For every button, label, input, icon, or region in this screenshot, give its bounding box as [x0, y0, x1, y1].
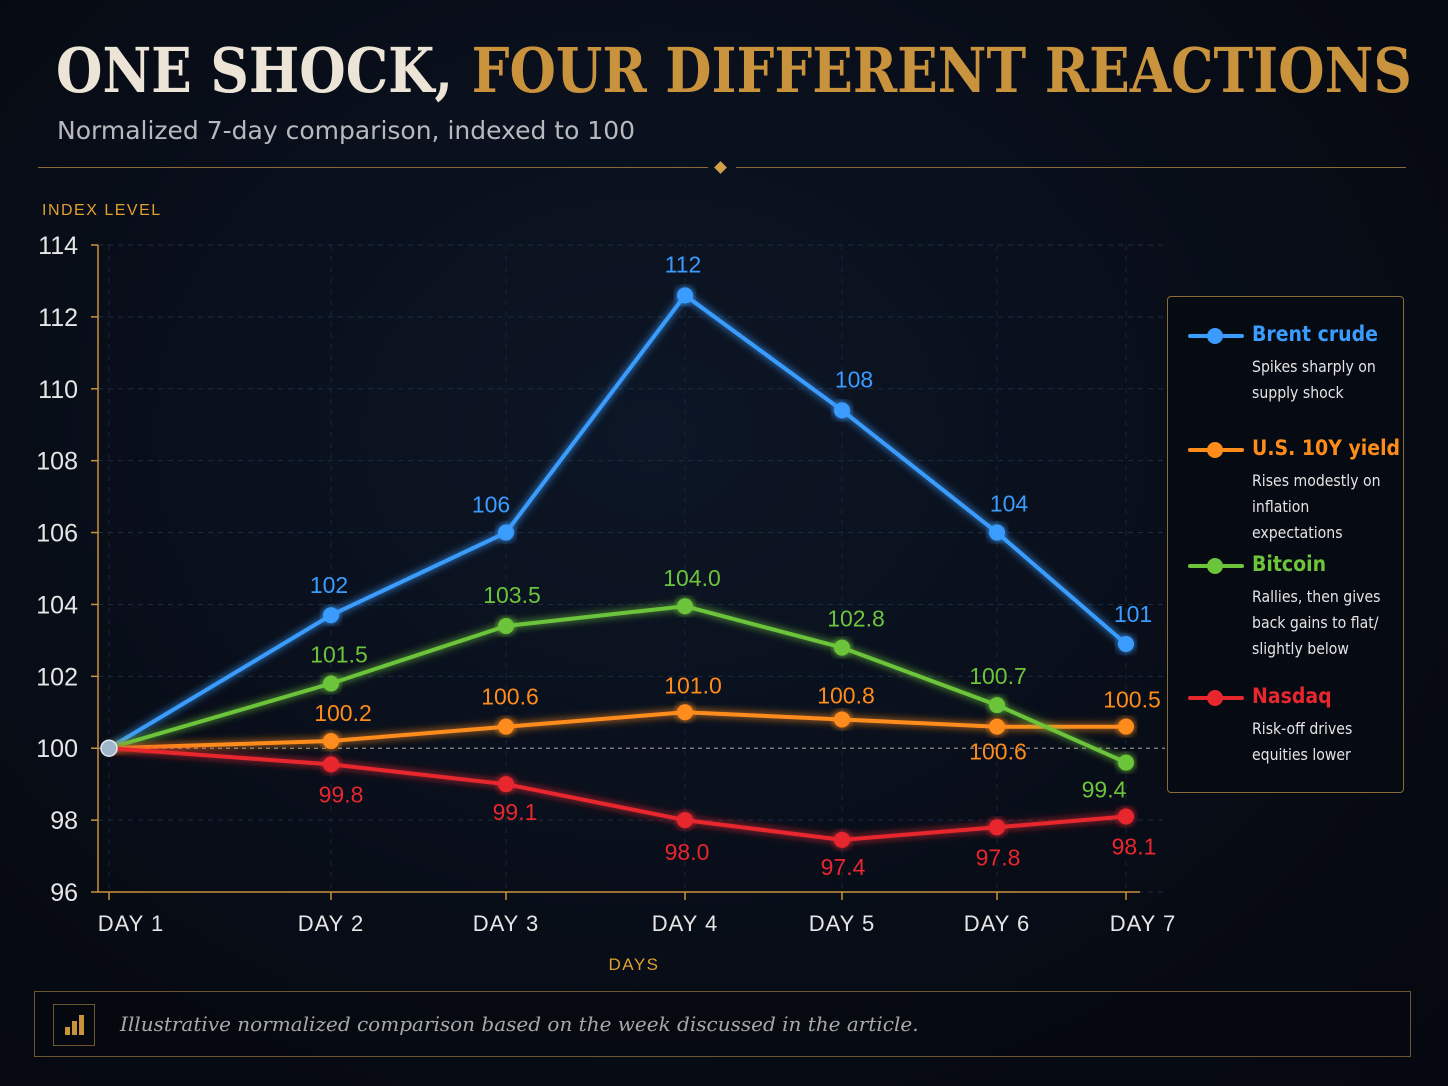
x-tick-label: DAY 2	[298, 911, 365, 936]
y-tick-label: 96	[50, 879, 78, 907]
data-point-nasdaq	[1118, 808, 1134, 825]
data-label-nasdaq: 99.8	[319, 781, 364, 807]
legend-series-description: Rallies, then gives back gains to flat/ …	[1252, 587, 1381, 658]
y-tick-label: 108	[36, 448, 78, 476]
footer-note: Illustrative normalized comparison based…	[120, 1012, 919, 1036]
data-point-yield	[989, 718, 1005, 735]
data-label-brent: 102	[310, 572, 348, 598]
y-tick-label: 104	[36, 591, 78, 619]
y-tick-label: 106	[36, 520, 78, 548]
data-point-yield	[498, 718, 514, 735]
data-point-nasdaq	[498, 776, 514, 793]
data-label-nasdaq: 97.4	[821, 854, 866, 880]
data-point-origin	[100, 739, 118, 757]
data-point-brent	[989, 524, 1005, 541]
data-point-bitcoin	[834, 639, 850, 656]
data-label-brent: 112	[665, 251, 702, 277]
data-point-bitcoin	[677, 598, 693, 615]
data-point-nasdaq	[677, 812, 693, 829]
data-label-yield: 100.6	[481, 684, 539, 710]
data-label-bitcoin: 100.7	[969, 663, 1027, 689]
legend-series-name: Brent crude	[1252, 322, 1378, 346]
data-point-bitcoin	[498, 618, 514, 635]
chart-data-labels: 102 106 112 108 104 101 100.2 100.6 101.0 100.8 10…	[310, 251, 1161, 880]
data-label-bitcoin: 104.0	[663, 565, 721, 591]
legend-series-name: Bitcoin	[1252, 552, 1327, 576]
title-part-2: FOUR DIFFERENT REACTIONS	[471, 34, 1412, 107]
x-tick-label: DAY 3	[473, 911, 540, 936]
x-tick-label: DAY 5	[809, 911, 876, 936]
chart-grid	[98, 244, 1165, 893]
data-point-yield	[677, 704, 693, 721]
chart-axes: 96 98 100 102 104 106 108 110 112 114 DAY 1 DAY 2 DA…	[36, 202, 1177, 974]
y-tick-label: 98	[50, 807, 78, 835]
data-point-nasdaq	[323, 756, 339, 773]
data-label-bitcoin: 103.5	[483, 582, 541, 608]
data-point-brent	[498, 524, 514, 541]
data-point-bitcoin	[323, 675, 339, 692]
data-label-brent: 108	[835, 366, 873, 392]
chart-series	[100, 287, 1134, 848]
data-label-nasdaq: 97.8	[976, 844, 1021, 870]
data-point-nasdaq	[989, 819, 1005, 836]
data-label-bitcoin: 101.5	[310, 642, 368, 668]
title-part-1: ONE SHOCK,	[56, 34, 454, 107]
x-tick-label: DAY 6	[964, 911, 1031, 936]
x-tick-label: DAY 7	[1110, 911, 1177, 936]
x-tick-label: DAY 1	[98, 911, 165, 936]
data-point-yield	[834, 711, 850, 728]
y-axis-title: INDEX LEVEL	[42, 202, 162, 219]
data-point-yield	[1118, 718, 1134, 735]
data-label-brent: 106	[472, 492, 510, 518]
page-title: ONE SHOCK, FOUR DIFFERENT REACTIONS	[56, 34, 1412, 107]
data-label-yield: 100.8	[817, 682, 875, 708]
data-point-brent	[834, 402, 850, 419]
bar-chart-icon	[53, 1004, 95, 1046]
data-point-brent	[677, 287, 693, 304]
chart-legend: Brent crude Spikes sharply on supply shoc…	[1167, 296, 1404, 793]
legend-swatch-dot	[1207, 690, 1223, 706]
data-label-nasdaq: 98.0	[665, 839, 710, 865]
data-point-brent	[323, 607, 339, 624]
page-subtitle: Normalized 7-day comparison, indexed to …	[57, 116, 636, 145]
data-label-nasdaq: 99.1	[493, 799, 538, 825]
data-label-yield: 101.0	[664, 672, 722, 698]
y-tick-label: 114	[38, 232, 78, 260]
legend-swatch-dot	[1207, 328, 1223, 344]
x-tick-label: DAY 4	[652, 911, 719, 936]
data-label-bitcoin: 102.8	[827, 606, 885, 632]
legend-series-description: Rises modestly on inflation expectations	[1252, 471, 1381, 542]
data-label-yield: 100.5	[1103, 687, 1161, 713]
y-tick-label: 112	[38, 304, 78, 332]
data-point-bitcoin	[989, 697, 1005, 714]
data-point-brent	[1118, 635, 1134, 652]
y-tick-label: 102	[36, 663, 78, 691]
data-label-yield: 100.2	[314, 700, 372, 726]
y-tick-label: 100	[36, 735, 78, 763]
legend-series-description: Risk-off drives equities lower	[1252, 719, 1353, 764]
data-label-bitcoin: 99.4	[1082, 777, 1127, 803]
divider-left	[38, 167, 708, 168]
data-label-yield: 100.6	[969, 739, 1027, 765]
legend-series-name: Nasdaq	[1252, 684, 1332, 708]
data-point-bitcoin	[1118, 754, 1134, 771]
divider-right	[736, 167, 1406, 168]
footer-note-box: Illustrative normalized comparison based…	[34, 991, 1411, 1057]
data-label-brent: 104	[990, 491, 1029, 517]
legend-swatch-dot	[1207, 558, 1223, 574]
legend-swatch-dot	[1207, 442, 1223, 458]
x-axis-title: DAYS	[608, 955, 659, 974]
data-label-nasdaq: 98.1	[1112, 834, 1157, 860]
legend-series-name: U.S. 10Y yield	[1252, 436, 1401, 460]
line-chart: 96 98 100 102 104 106 108 110 112 114 DAY 1 DAY 2 DA…	[36, 202, 1177, 974]
data-label-brent: 101	[1114, 601, 1152, 627]
data-point-yield	[323, 733, 339, 750]
y-tick-label: 110	[38, 376, 78, 404]
data-point-nasdaq	[834, 831, 850, 848]
legend-series-description: Spikes sharply on supply shock	[1252, 357, 1376, 402]
